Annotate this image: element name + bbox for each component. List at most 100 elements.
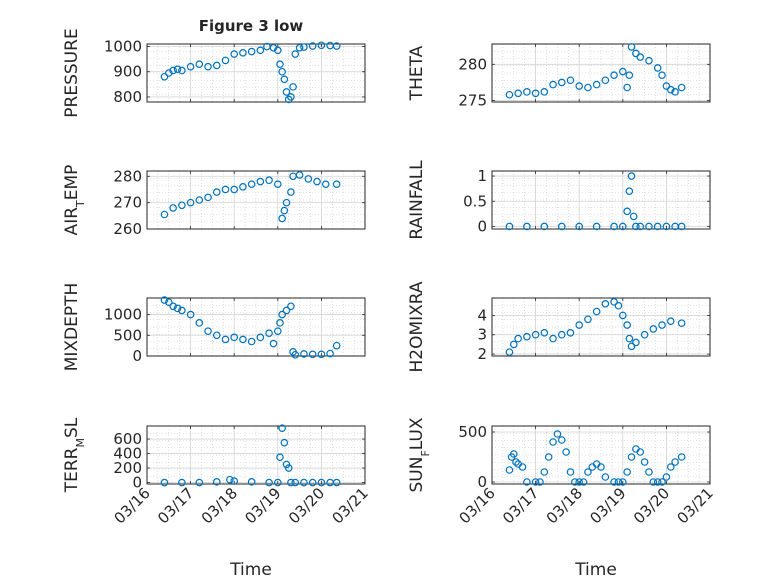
data-point xyxy=(557,222,566,231)
data-point xyxy=(317,350,326,359)
data-point xyxy=(265,478,273,487)
data-point xyxy=(326,349,334,358)
data-point xyxy=(276,319,284,327)
data-point xyxy=(627,342,636,351)
data-point xyxy=(592,307,601,316)
data-point xyxy=(649,325,658,333)
data-point xyxy=(278,67,286,76)
y-tick-label: 0 xyxy=(132,474,142,492)
data-point xyxy=(287,93,295,101)
data-point xyxy=(618,67,627,76)
data-point xyxy=(160,478,169,487)
data-point xyxy=(640,458,649,466)
data-point xyxy=(278,424,286,432)
y-tick-label: 275 xyxy=(458,92,487,110)
data-point xyxy=(204,62,212,71)
data-point xyxy=(265,329,273,338)
data-point xyxy=(505,222,514,231)
data-point xyxy=(291,50,300,58)
data-point xyxy=(169,204,177,212)
data-point xyxy=(662,222,671,231)
data-point xyxy=(677,222,686,231)
y-tick-label: 600 xyxy=(113,430,142,448)
data-point xyxy=(195,319,204,327)
data-point xyxy=(566,468,575,476)
data-point xyxy=(300,43,308,51)
data-point xyxy=(509,450,518,458)
data-point xyxy=(632,338,640,347)
data-point xyxy=(195,60,204,68)
data-point xyxy=(557,330,566,339)
data-point xyxy=(514,334,522,343)
y-tick-label: 0.5 xyxy=(463,192,487,210)
plot-frame xyxy=(491,425,711,485)
data-point xyxy=(636,448,645,456)
y-axis-label: H2OMIXRA xyxy=(407,281,427,372)
data-point xyxy=(178,478,186,487)
data-point xyxy=(247,180,256,188)
data-point xyxy=(540,468,549,476)
subplot-5: 0 500 1000 MIXDEPTH xyxy=(62,283,366,372)
data-point xyxy=(575,82,584,90)
data-point xyxy=(505,348,514,356)
data-point xyxy=(226,475,234,484)
data-point xyxy=(332,42,341,50)
data-point xyxy=(186,310,195,319)
data-point xyxy=(332,180,341,188)
data-point xyxy=(282,88,291,96)
data-point xyxy=(544,453,553,461)
data-point xyxy=(666,85,675,94)
data-point xyxy=(540,88,549,96)
data-point xyxy=(284,464,293,472)
y-axis-label: RAINFALL xyxy=(407,160,427,240)
data-point xyxy=(531,89,540,98)
data-point xyxy=(204,193,212,202)
data-point xyxy=(276,453,284,461)
data-point xyxy=(313,177,321,186)
data-point xyxy=(575,478,584,486)
data-point xyxy=(239,49,247,57)
data-point xyxy=(640,330,649,339)
plot-frame xyxy=(146,425,366,485)
data-point xyxy=(287,188,295,196)
data-point xyxy=(512,458,520,466)
data-point xyxy=(308,478,317,487)
data-point xyxy=(523,88,531,96)
data-point xyxy=(280,206,289,215)
data-point xyxy=(295,43,304,52)
data-point xyxy=(562,448,570,456)
data-point xyxy=(575,321,584,329)
y-tick-label: 270 xyxy=(113,194,142,212)
data-point xyxy=(601,76,610,85)
data-point xyxy=(625,187,634,195)
data-point xyxy=(632,49,640,58)
data-point xyxy=(636,53,645,61)
data-point xyxy=(230,50,239,58)
data-point xyxy=(592,80,601,89)
data-point xyxy=(579,478,588,486)
y-tick-label: 900 xyxy=(113,63,142,81)
y-tick-label: 1000 xyxy=(104,306,142,324)
data-point xyxy=(584,315,592,324)
data-point xyxy=(278,214,286,223)
data-point xyxy=(540,328,549,337)
data-point xyxy=(287,302,295,311)
data-point xyxy=(557,78,566,87)
y-axis-label: MIXDEPTH xyxy=(62,283,82,372)
data-point xyxy=(662,473,671,481)
plot-frame xyxy=(491,297,711,357)
data-point xyxy=(566,76,575,85)
data-point xyxy=(291,478,300,487)
data-point xyxy=(332,341,341,350)
data-point xyxy=(518,463,527,471)
data-point xyxy=(247,478,256,486)
data-point xyxy=(212,61,221,70)
data-point xyxy=(247,337,256,346)
data-point xyxy=(601,473,610,481)
plot-frame xyxy=(491,170,711,230)
data-point xyxy=(557,436,566,444)
data-point xyxy=(540,222,549,231)
data-point xyxy=(645,56,653,65)
data-point xyxy=(317,478,326,487)
data-point xyxy=(597,463,605,471)
